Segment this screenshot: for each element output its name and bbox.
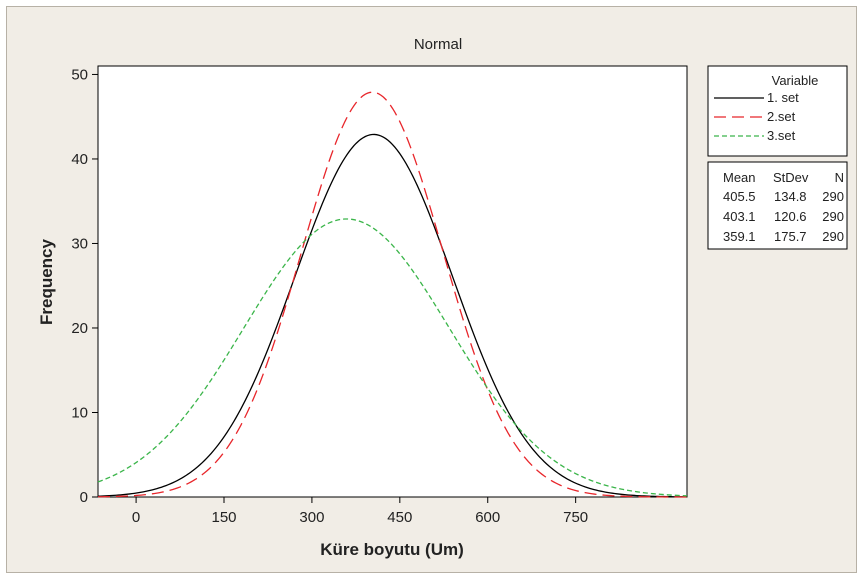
stats-mean-2: 403.1 (723, 209, 756, 224)
legend-label-2: 2.set (767, 109, 796, 124)
plot-area (97, 65, 688, 498)
legend-title: Variable (772, 73, 819, 88)
y-axis: 0 10 20 30 40 50 (71, 66, 98, 506)
stats-n-1: 290 (822, 189, 844, 204)
stats-mean-3: 359.1 (723, 229, 756, 244)
stats-stdev-2: 120.6 (774, 209, 807, 224)
y-tick-label: 10 (71, 404, 88, 421)
x-tick-label: 300 (299, 509, 324, 526)
stats-mean-1: 405.5 (723, 189, 756, 204)
legend-label-3: 3.set (767, 128, 796, 143)
stats-header-stdev: StDev (773, 170, 809, 185)
x-axis-label: Küre boyutu (Um) (320, 540, 464, 559)
stats-table: Mean StDev N 405.5 134.8 290 403.1 120.6 290 3… (707, 161, 848, 250)
x-axis: 0 150 300 450 600 750 (132, 497, 588, 526)
series-curves (97, 91, 688, 498)
stats-stdev-1: 134.8 (774, 189, 807, 204)
stats-n-3: 290 (822, 229, 844, 244)
x-tick-label: 450 (387, 509, 412, 526)
y-axis-label: Frequency (37, 238, 56, 325)
legend-box (707, 65, 848, 157)
stats-stdev-3: 175.7 (774, 229, 807, 244)
stats-box (707, 161, 848, 250)
y-tick-label: 20 (71, 320, 88, 337)
legend-label-1: 1. set (767, 90, 799, 105)
stats-header-mean: Mean (723, 170, 756, 185)
x-tick-label: 600 (475, 509, 500, 526)
y-tick-label: 40 (71, 151, 88, 168)
y-tick-label: 30 (71, 235, 88, 252)
stats-n-2: 290 (822, 209, 844, 224)
x-tick-label: 750 (563, 509, 588, 526)
y-tick-label: 0 (80, 489, 88, 506)
x-tick-label: 150 (211, 509, 236, 526)
series-line-3 (97, 218, 688, 497)
series-line-1 (97, 133, 688, 498)
series-line-2 (97, 91, 687, 498)
stats-header-n: N (835, 170, 844, 185)
x-tick-label: 0 (132, 509, 140, 526)
chart-title: Normal (414, 36, 462, 53)
y-tick-label: 50 (71, 66, 88, 83)
legend: Variable 1. set 2.set 3.set (707, 65, 848, 157)
